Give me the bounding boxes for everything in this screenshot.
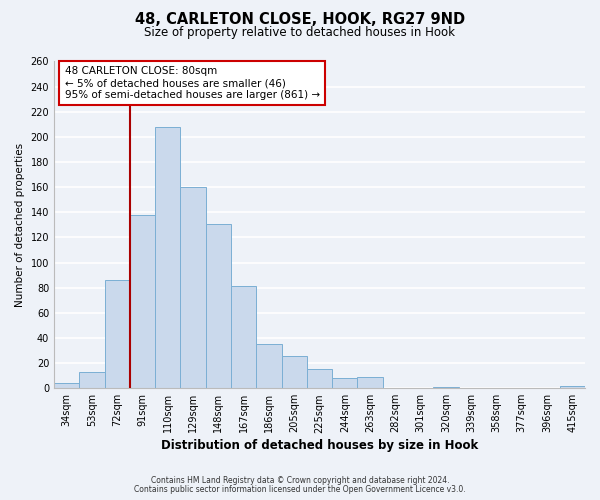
Bar xyxy=(332,378,358,388)
Bar xyxy=(560,386,585,388)
Text: 48, CARLETON CLOSE, HOOK, RG27 9ND: 48, CARLETON CLOSE, HOOK, RG27 9ND xyxy=(135,12,465,28)
Bar xyxy=(79,372,104,388)
Bar xyxy=(54,383,79,388)
Bar xyxy=(231,286,256,388)
Bar xyxy=(358,377,383,388)
Y-axis label: Number of detached properties: Number of detached properties xyxy=(15,143,25,307)
Text: Contains public sector information licensed under the Open Government Licence v3: Contains public sector information licen… xyxy=(134,484,466,494)
Bar xyxy=(130,215,155,388)
Bar xyxy=(104,280,130,388)
Bar xyxy=(307,370,332,388)
Text: Contains HM Land Registry data © Crown copyright and database right 2024.: Contains HM Land Registry data © Crown c… xyxy=(151,476,449,485)
X-axis label: Distribution of detached houses by size in Hook: Distribution of detached houses by size … xyxy=(161,440,478,452)
Text: 48 CARLETON CLOSE: 80sqm
← 5% of detached houses are smaller (46)
95% of semi-de: 48 CARLETON CLOSE: 80sqm ← 5% of detache… xyxy=(65,66,320,100)
Bar xyxy=(181,187,206,388)
Bar xyxy=(256,344,281,388)
Bar xyxy=(433,387,458,388)
Bar xyxy=(206,224,231,388)
Bar xyxy=(155,127,181,388)
Text: Size of property relative to detached houses in Hook: Size of property relative to detached ho… xyxy=(145,26,455,39)
Bar xyxy=(281,356,307,388)
